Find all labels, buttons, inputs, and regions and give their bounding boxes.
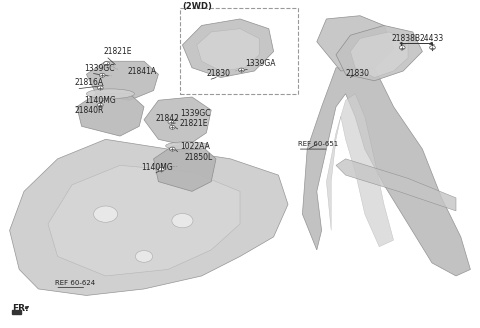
Text: 1022AA: 1022AA [180,142,210,151]
Polygon shape [86,61,158,100]
Circle shape [97,86,103,90]
Text: 21840R: 21840R [74,106,104,115]
Circle shape [100,88,101,89]
Text: 21821E: 21821E [180,119,208,128]
Text: 24433: 24433 [420,34,444,43]
Text: 1140MG: 1140MG [84,96,116,105]
Polygon shape [317,16,394,71]
Circle shape [430,46,435,50]
Circle shape [240,70,242,71]
Polygon shape [336,26,422,81]
Text: 1339GA: 1339GA [245,59,276,68]
Ellipse shape [86,89,134,99]
Text: 21838B: 21838B [391,34,420,43]
Circle shape [172,149,173,150]
Polygon shape [197,29,259,71]
Text: FR.: FR. [12,304,28,313]
Circle shape [399,46,405,50]
Text: 21850L: 21850L [185,153,213,162]
Polygon shape [350,32,408,77]
Polygon shape [182,19,274,77]
Circle shape [104,62,109,66]
Polygon shape [77,94,144,136]
Polygon shape [48,165,240,276]
Ellipse shape [166,142,209,150]
Text: 21816A: 21816A [74,78,104,87]
Text: REF 60-651: REF 60-651 [298,141,338,148]
Polygon shape [302,68,470,276]
Circle shape [106,63,108,64]
Circle shape [135,251,153,262]
Circle shape [160,169,162,170]
Polygon shape [144,97,211,146]
Bar [12,310,21,314]
Text: 21830: 21830 [346,69,370,77]
Circle shape [168,120,174,124]
Circle shape [99,73,105,77]
Polygon shape [154,146,216,191]
Circle shape [100,105,101,106]
Text: 21842: 21842 [156,114,180,123]
Text: (2WD): (2WD) [182,2,212,11]
Circle shape [170,122,172,123]
Text: REF 60-624: REF 60-624 [55,280,96,286]
Polygon shape [10,139,288,296]
Text: 21830: 21830 [206,69,230,77]
Circle shape [94,206,118,222]
Circle shape [172,127,173,128]
Polygon shape [326,94,394,247]
Text: 1339GC: 1339GC [84,64,115,72]
Polygon shape [336,159,456,211]
Text: 1140MG: 1140MG [142,163,173,172]
Text: 21841A: 21841A [127,67,156,76]
Circle shape [432,47,433,48]
Text: 1339GC: 1339GC [180,109,211,118]
Circle shape [169,147,175,151]
Circle shape [172,214,193,228]
Circle shape [158,168,164,172]
Text: 21821E: 21821E [103,47,132,56]
Circle shape [239,68,244,72]
Circle shape [169,125,175,129]
Circle shape [102,75,103,76]
Circle shape [401,47,403,48]
Circle shape [97,103,103,107]
